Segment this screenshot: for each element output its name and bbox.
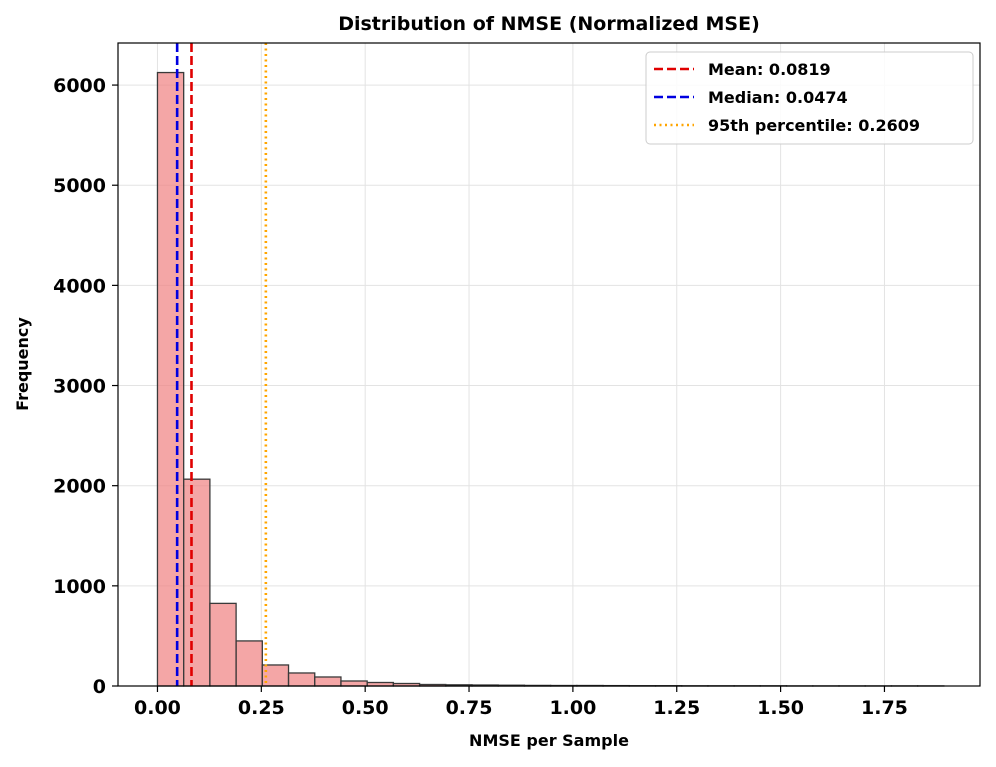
y-tick-label: 3000 bbox=[53, 376, 106, 398]
x-tick-label: 0.00 bbox=[134, 697, 181, 719]
chart-title: Distribution of NMSE (Normalized MSE) bbox=[338, 13, 760, 35]
histogram-bar bbox=[315, 677, 341, 686]
legend-entry: Mean: 0.0819 bbox=[708, 60, 831, 79]
x-axis-label: NMSE per Sample bbox=[469, 731, 629, 750]
x-tick-label: 0.25 bbox=[238, 697, 285, 719]
reference-lines bbox=[177, 43, 266, 686]
histogram-bar bbox=[289, 673, 315, 686]
histogram-bar bbox=[184, 479, 210, 686]
x-tick-label: 1.50 bbox=[757, 697, 804, 719]
y-tick-label: 2000 bbox=[53, 476, 106, 498]
x-tick-label: 1.25 bbox=[653, 697, 700, 719]
legend-entry: 95th percentile: 0.2609 bbox=[708, 116, 920, 135]
y-axis-ticks: 0 1000 2000 3000 4000 5000 6000 bbox=[53, 75, 118, 698]
y-tick-label: 5000 bbox=[53, 175, 106, 197]
histogram-bars bbox=[157, 73, 943, 686]
y-axis-label: Frequency bbox=[13, 317, 32, 411]
y-tick-label: 6000 bbox=[53, 75, 106, 97]
legend: Mean: 0.0819 Median: 0.0474 95th percentil… bbox=[646, 52, 973, 144]
histogram-bar bbox=[157, 73, 183, 686]
histogram-bar bbox=[236, 641, 262, 686]
x-tick-label: 0.50 bbox=[342, 697, 389, 719]
y-tick-label: 4000 bbox=[53, 275, 106, 297]
x-axis-ticks: 0.00 0.25 0.50 0.75 1.00 1.25 1.50 1.75 bbox=[134, 686, 908, 719]
histogram-bar bbox=[341, 681, 367, 686]
y-tick-label: 1000 bbox=[53, 576, 106, 598]
y-tick-label: 0 bbox=[93, 676, 106, 698]
histogram-bar bbox=[210, 603, 236, 686]
legend-entry: Median: 0.0474 bbox=[708, 88, 848, 107]
x-tick-label: 1.75 bbox=[861, 697, 908, 719]
x-tick-label: 1.00 bbox=[549, 697, 596, 719]
x-tick-label: 0.75 bbox=[446, 697, 493, 719]
